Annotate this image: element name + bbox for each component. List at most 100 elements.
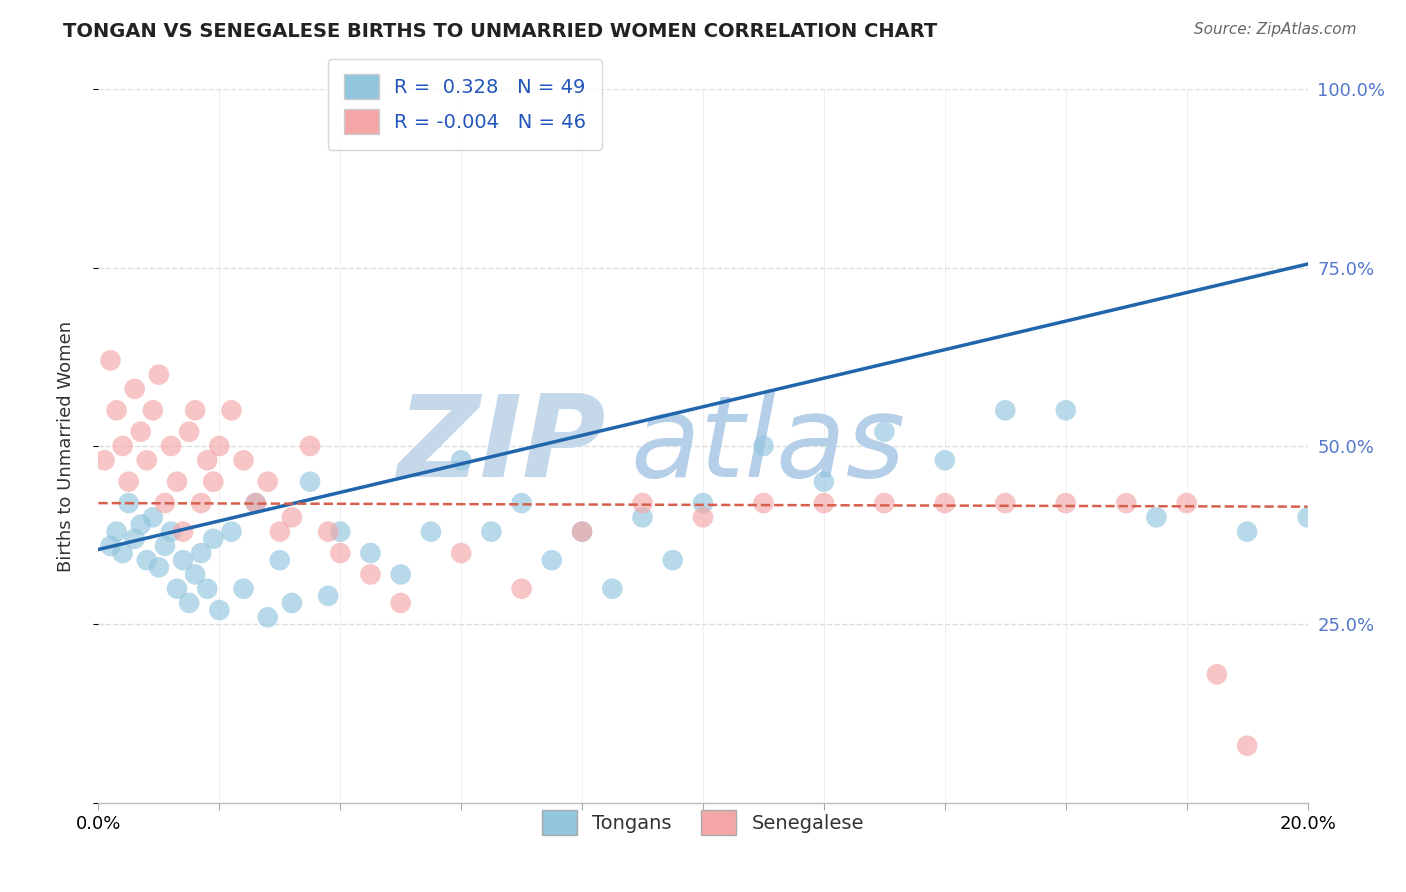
Point: [692, 496, 714, 510]
Point: [510, 496, 533, 510]
Point: [994, 403, 1017, 417]
Point: [389, 596, 412, 610]
Point: [450, 453, 472, 467]
Text: TONGAN VS SENEGALESE BIRTHS TO UNMARRIED WOMEN CORRELATION CHART: TONGAN VS SENEGALESE BIRTHS TO UNMARRIED…: [63, 22, 938, 41]
Point: [105, 403, 128, 417]
Point: [142, 403, 165, 417]
Point: [631, 496, 654, 510]
Point: [124, 532, 146, 546]
Point: [329, 546, 352, 560]
Point: [1115, 496, 1137, 510]
Point: [269, 553, 291, 567]
Point: [752, 496, 775, 510]
Point: [692, 510, 714, 524]
Point: [752, 439, 775, 453]
Point: [172, 553, 194, 567]
Point: [481, 524, 503, 539]
Point: [299, 475, 322, 489]
Point: [202, 475, 225, 489]
Point: [1296, 510, 1319, 524]
Point: [221, 403, 243, 417]
Point: [299, 439, 322, 453]
Y-axis label: Births to Unmarried Women: Births to Unmarried Women: [56, 320, 75, 572]
Point: [420, 524, 443, 539]
Point: [813, 475, 835, 489]
Point: [195, 453, 218, 467]
Point: [994, 496, 1017, 510]
Point: [1236, 739, 1258, 753]
Point: [135, 453, 157, 467]
Point: [873, 425, 896, 439]
Point: [202, 532, 225, 546]
Point: [389, 567, 412, 582]
Point: [510, 582, 533, 596]
Point: [160, 524, 183, 539]
Point: [540, 553, 562, 567]
Point: [172, 524, 194, 539]
Point: [184, 403, 207, 417]
Point: [571, 524, 593, 539]
Text: Source: ZipAtlas.com: Source: ZipAtlas.com: [1194, 22, 1357, 37]
Point: [360, 546, 382, 560]
Point: [256, 475, 278, 489]
Point: [316, 524, 339, 539]
Point: [813, 496, 835, 510]
Point: [329, 524, 352, 539]
Point: [153, 496, 176, 510]
Point: [208, 603, 231, 617]
Point: [129, 425, 152, 439]
Point: [148, 560, 170, 574]
Point: [1175, 496, 1198, 510]
Text: atlas: atlas: [630, 391, 905, 501]
Point: [934, 496, 956, 510]
Point: [166, 582, 188, 596]
Point: [124, 382, 146, 396]
Point: [661, 553, 683, 567]
Point: [135, 553, 157, 567]
Point: [256, 610, 278, 624]
Point: [602, 582, 624, 596]
Legend: Tongans, Senegalese: Tongans, Senegalese: [534, 803, 872, 843]
Point: [360, 567, 382, 582]
Point: [208, 439, 231, 453]
Point: [934, 453, 956, 467]
Point: [195, 582, 218, 596]
Point: [631, 510, 654, 524]
Point: [166, 475, 188, 489]
Point: [873, 496, 896, 510]
Point: [184, 567, 207, 582]
Point: [100, 539, 122, 553]
Point: [450, 546, 472, 560]
Point: [571, 524, 593, 539]
Point: [221, 524, 243, 539]
Point: [190, 546, 212, 560]
Text: ZIP: ZIP: [398, 391, 606, 501]
Point: [111, 439, 134, 453]
Point: [245, 496, 267, 510]
Point: [179, 596, 201, 610]
Point: [153, 539, 176, 553]
Point: [129, 517, 152, 532]
Point: [160, 439, 183, 453]
Point: [1236, 524, 1258, 539]
Point: [93, 453, 115, 467]
Point: [281, 596, 304, 610]
Point: [148, 368, 170, 382]
Point: [1206, 667, 1229, 681]
Point: [105, 524, 128, 539]
Point: [1054, 496, 1077, 510]
Point: [142, 510, 165, 524]
Point: [1144, 510, 1167, 524]
Point: [1054, 403, 1077, 417]
Point: [316, 589, 339, 603]
Point: [100, 353, 122, 368]
Point: [118, 496, 141, 510]
Point: [269, 524, 291, 539]
Point: [245, 496, 267, 510]
Point: [190, 496, 212, 510]
Point: [232, 582, 254, 596]
Point: [281, 510, 304, 524]
Point: [118, 475, 141, 489]
Point: [111, 546, 134, 560]
Point: [179, 425, 201, 439]
